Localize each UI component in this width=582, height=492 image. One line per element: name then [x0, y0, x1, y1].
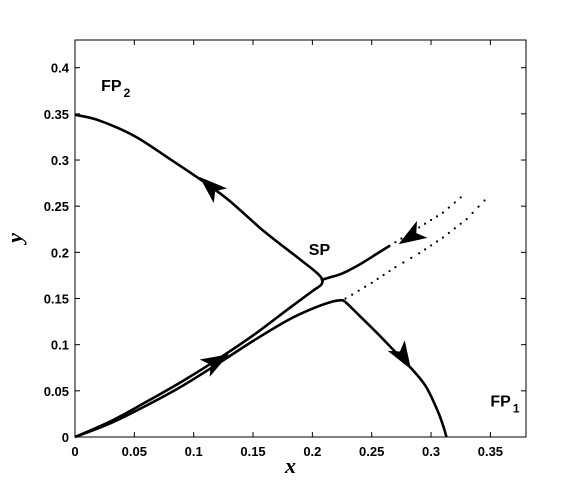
trajectory-dot [465, 218, 468, 221]
trajectory-dot [376, 277, 379, 280]
trajectory-dot [364, 285, 367, 288]
x-tick-label: 0.25 [359, 444, 384, 459]
trajectory-dot [429, 218, 433, 222]
trajectory-dot [418, 226, 421, 229]
trajectories [74, 113, 486, 439]
trajectory-dot [441, 211, 445, 214]
annotation-fp1: FP 1 [490, 394, 519, 416]
trajectory-dot [400, 237, 403, 240]
y-tick-label: 0 [62, 430, 69, 445]
y-tick-label: 0.3 [51, 153, 69, 168]
y-tick-label: 0.25 [44, 199, 69, 214]
x-tick-label: 0.3 [422, 444, 440, 459]
annotation-fp1-subscript: 1 [513, 402, 520, 416]
trajectory-dot [424, 222, 427, 225]
y-tick-label: 0.15 [44, 292, 69, 307]
trajectory-dot [459, 222, 462, 225]
trajectory-dot [441, 236, 445, 239]
trajectory-dot [394, 266, 397, 269]
flow-arrow [199, 177, 228, 204]
trajectory-dot [410, 256, 413, 259]
annotation-sp-text: SP [309, 242, 331, 259]
trajectory-dot [429, 244, 433, 247]
x-tick-label: 0.1 [185, 444, 203, 459]
flow-arrow [387, 340, 412, 370]
trajectory-line-1 [74, 298, 448, 439]
x-tick-label: 0.15 [240, 444, 265, 459]
flow-arrow [199, 354, 229, 377]
annotation-fp1-text: FP [490, 394, 511, 411]
plot-frame [74, 39, 527, 438]
x-axis-label: x [284, 453, 296, 478]
y-axis-label: y [2, 233, 27, 246]
trajectory-dot [435, 215, 439, 218]
y-tick-label: 0.05 [44, 384, 69, 399]
annotation-sp: SP [309, 242, 331, 259]
trajectory-dot [453, 227, 456, 230]
trajectory-dot [394, 241, 397, 244]
plot-area [74, 39, 527, 438]
trajectory-dot [477, 205, 480, 208]
x-tick-label: 0.05 [122, 444, 147, 459]
trajectory-dot [388, 269, 391, 273]
trajectory-dot [344, 297, 347, 300]
trajectory-dot [402, 261, 405, 264]
x-tick-label: 0.35 [478, 444, 503, 459]
annotation-fp2: FP 2 [101, 78, 130, 100]
y-tick-label: 0.4 [51, 61, 70, 76]
flow-arrows [199, 177, 428, 377]
axes: 0 0.05 0.1 0.15 0.2 0.25 0.3 0.35 0 0.05 0.1 0.15 0.… [2, 40, 526, 478]
y-tick-label: 0.2 [51, 245, 69, 260]
y-tick-label: 0.1 [51, 338, 69, 353]
x-tick-label: 0.2 [303, 444, 321, 459]
trajectory-dot [453, 201, 456, 204]
x-tick-label: 0 [71, 444, 78, 459]
trajectory-dot [357, 289, 360, 292]
trajectory-dot [370, 281, 373, 284]
flow-arrow [398, 220, 428, 245]
trajectory-dot [459, 196, 462, 199]
trajectory-dot [471, 211, 474, 214]
trajectory-dot [418, 252, 421, 255]
trajectory-dot [483, 199, 486, 202]
trajectory-dot [424, 248, 427, 251]
annotation-fp2-text: FP [101, 78, 122, 95]
trajectory-dot [435, 240, 439, 243]
trajectory-dot [351, 293, 354, 296]
trajectory-dot [447, 231, 450, 235]
trajectory-dot [382, 273, 385, 277]
trajectory-dot [447, 206, 450, 209]
annotation-fp2-subscript: 2 [124, 86, 131, 100]
trajectory-dot [388, 244, 391, 247]
trajectory-line-2 [320, 244, 391, 282]
y-tick-label: 0.35 [44, 107, 69, 122]
